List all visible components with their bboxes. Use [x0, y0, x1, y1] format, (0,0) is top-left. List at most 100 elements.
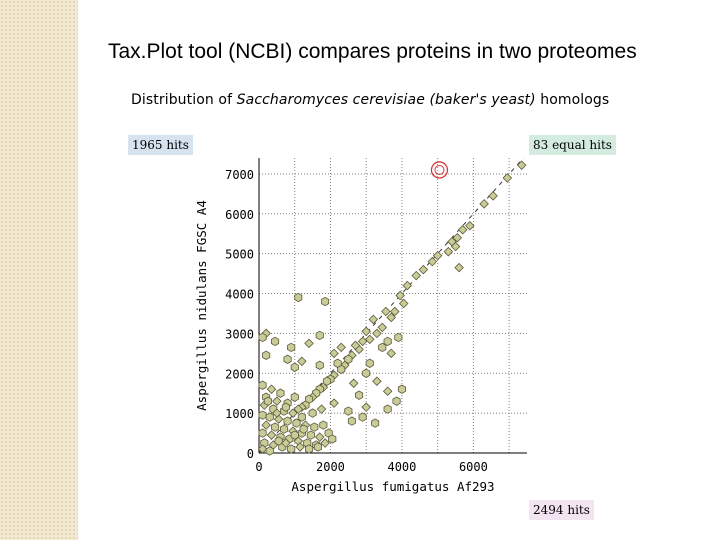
data-point — [378, 342, 387, 353]
data-point — [350, 340, 361, 351]
data-point — [263, 396, 273, 406]
y-axis-label: Aspergillus nidulans FGSC A4 — [194, 200, 209, 411]
data-point — [354, 390, 364, 400]
data-point — [265, 412, 274, 422]
data-point — [465, 221, 475, 231]
y-tick-label: 7000 — [225, 168, 254, 182]
data-point — [288, 408, 298, 418]
data-point — [377, 322, 388, 333]
data-point — [368, 314, 379, 325]
data-point — [447, 236, 457, 247]
data-point — [315, 360, 324, 370]
x-tick-label: 4000 — [387, 460, 416, 474]
data-point — [329, 398, 339, 408]
data-point — [258, 428, 267, 438]
data-point — [457, 224, 468, 235]
data-point — [299, 424, 308, 434]
x-tick-label: 6000 — [459, 460, 488, 474]
data-point — [314, 432, 325, 442]
data-point — [266, 384, 277, 394]
data-point — [290, 362, 299, 372]
data-point — [372, 376, 382, 387]
data-point — [290, 392, 299, 402]
bottom-hits-count: 2494 hits — [529, 500, 594, 520]
data-point — [287, 342, 296, 353]
data-point — [357, 336, 368, 347]
data-point — [390, 306, 400, 317]
y-tick-label: 2000 — [225, 367, 254, 381]
data-point — [347, 416, 356, 426]
data-point — [304, 338, 314, 349]
data-point — [432, 250, 443, 261]
data-point — [333, 358, 342, 368]
data-point — [262, 350, 271, 360]
data-point — [276, 388, 285, 398]
data-point — [258, 380, 267, 390]
data-point — [321, 296, 330, 307]
data-point — [386, 312, 396, 323]
data-point — [274, 436, 283, 446]
data-point — [294, 292, 303, 303]
data-point — [402, 280, 413, 291]
data-point — [320, 438, 330, 448]
equal-hits-count: 83 equal hits — [529, 135, 616, 155]
left-hits-count: 1965 hits — [128, 135, 193, 155]
decorative-sidebar — [0, 0, 78, 540]
data-point — [297, 356, 307, 367]
data-point — [272, 408, 282, 418]
data-point — [394, 332, 403, 343]
data-point — [297, 412, 306, 422]
x-axis-label: Aspergillus fumigatus Af293 — [291, 479, 494, 494]
data-point — [365, 358, 374, 368]
highlight-point — [434, 164, 445, 175]
y-tick-label: 1000 — [225, 407, 254, 421]
data-point — [261, 420, 271, 430]
data-point — [452, 232, 463, 243]
data-point — [319, 420, 328, 430]
data-point — [361, 326, 371, 337]
data-point — [383, 336, 392, 347]
data-point — [329, 348, 339, 359]
y-tick-label: 5000 — [225, 248, 254, 262]
data-point — [265, 446, 274, 456]
data-point — [304, 444, 314, 454]
data-point — [283, 416, 292, 426]
slide-title: Tax.Plot tool (NCBI) compares proteins i… — [108, 40, 637, 63]
data-point — [386, 348, 396, 359]
data-point — [270, 336, 280, 347]
data-point — [290, 430, 299, 440]
data-point — [382, 386, 393, 396]
data-point — [257, 444, 268, 454]
data-point — [306, 430, 315, 440]
data-point — [383, 404, 392, 414]
data-point — [516, 160, 527, 170]
data-point — [454, 262, 464, 273]
figure-title-suffix: homologs — [535, 92, 610, 108]
data-point — [281, 438, 291, 448]
data-point — [270, 422, 280, 432]
data-points — [257, 160, 527, 456]
data-point — [362, 368, 371, 378]
figure-title-prefix: Distribution of — [131, 92, 237, 108]
data-point — [348, 378, 359, 389]
data-point — [479, 199, 489, 209]
x-tick-label: 0 — [255, 460, 262, 474]
data-point — [344, 406, 353, 416]
data-point — [283, 354, 292, 364]
data-point — [315, 330, 324, 341]
data-point — [316, 404, 327, 414]
data-point — [292, 418, 301, 428]
data-point — [395, 290, 405, 301]
data-point — [418, 264, 429, 275]
y-tick-label: 4000 — [225, 288, 254, 302]
data-point — [398, 298, 409, 309]
y-tick-label: 3000 — [225, 327, 254, 341]
data-point — [365, 334, 375, 345]
data-point — [322, 376, 331, 386]
data-point — [287, 444, 296, 454]
data-point — [411, 270, 421, 281]
data-point — [488, 191, 498, 201]
data-point — [344, 354, 353, 364]
data-point — [502, 173, 513, 183]
data-point — [397, 384, 407, 394]
